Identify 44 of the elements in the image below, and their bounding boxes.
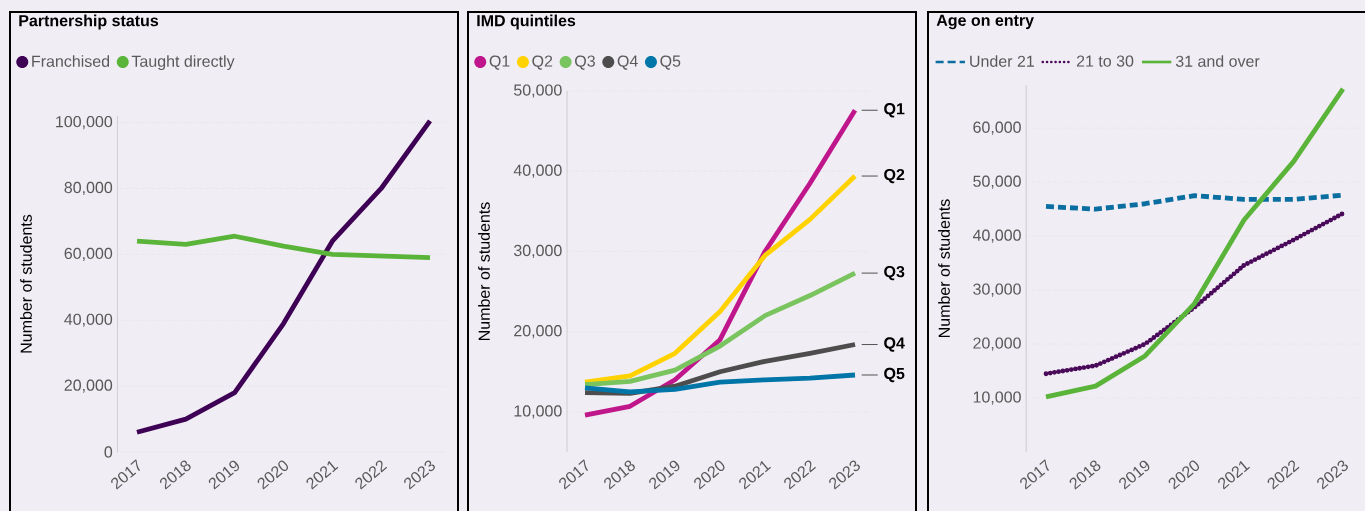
- legend-label: Under 21: [970, 55, 1034, 67]
- legend-label: Q5: [660, 55, 681, 70]
- annotation: Q4: [884, 337, 905, 352]
- y-tick-label: 10,000: [973, 391, 1021, 405]
- legend-label: Q1: [489, 55, 510, 70]
- y-tick-label: 30,000: [973, 283, 1021, 297]
- y-tick-label: 40,000: [513, 164, 562, 178]
- line-series: [134, 118, 433, 435]
- y-tick-label: 40,000: [64, 313, 113, 327]
- legend-label: Q2: [532, 55, 553, 70]
- y-tick-label: 50,000: [514, 84, 562, 98]
- annotation: Q2: [884, 168, 905, 184]
- annotation: Q5: [884, 367, 905, 383]
- line-series: [1043, 211, 1346, 377]
- y-tick-label: 20,000: [973, 337, 1021, 351]
- y-tick-label: 0: [104, 446, 113, 458]
- chart-title: IMD quintiles: [477, 14, 576, 30]
- y-tick-label: 40,000: [972, 229, 1021, 243]
- y-axis-title: Number of students: [478, 202, 490, 340]
- y-tick-label: 20,000: [514, 325, 562, 339]
- y-tick-label: 30,000: [513, 244, 562, 259]
- y-tick-label: 50,000: [973, 175, 1021, 189]
- legend-label: 21 to 30: [1076, 55, 1134, 67]
- y-tick-label: 60,000: [64, 247, 113, 261]
- y-tick-label: 80,000: [64, 181, 113, 196]
- legend-label: 31 and over: [1175, 55, 1260, 67]
- y-tick-label: 20,000: [64, 379, 113, 393]
- y-tick-label: 60,000: [973, 121, 1021, 135]
- line-series: [582, 173, 858, 385]
- legend-label: Q4: [617, 55, 638, 70]
- chart-title: Age on entry: [936, 14, 1034, 30]
- line-series: [582, 270, 858, 388]
- line-series: [1043, 86, 1346, 400]
- legend-label: Franchised: [32, 55, 110, 67]
- y-axis-title: Number of students: [938, 199, 950, 337]
- y-tick-label: 10,000: [514, 405, 562, 419]
- legend-label: Taught directly: [131, 55, 235, 71]
- annotation: Q3: [884, 265, 905, 281]
- y-tick-label: 100,000: [56, 115, 113, 130]
- line-series: [582, 372, 858, 395]
- legend-label: Q3: [575, 55, 595, 70]
- y-axis-title: Number of students: [20, 214, 32, 353]
- annotation: Q1: [884, 103, 905, 118]
- chart-title: Partnership status: [19, 14, 159, 30]
